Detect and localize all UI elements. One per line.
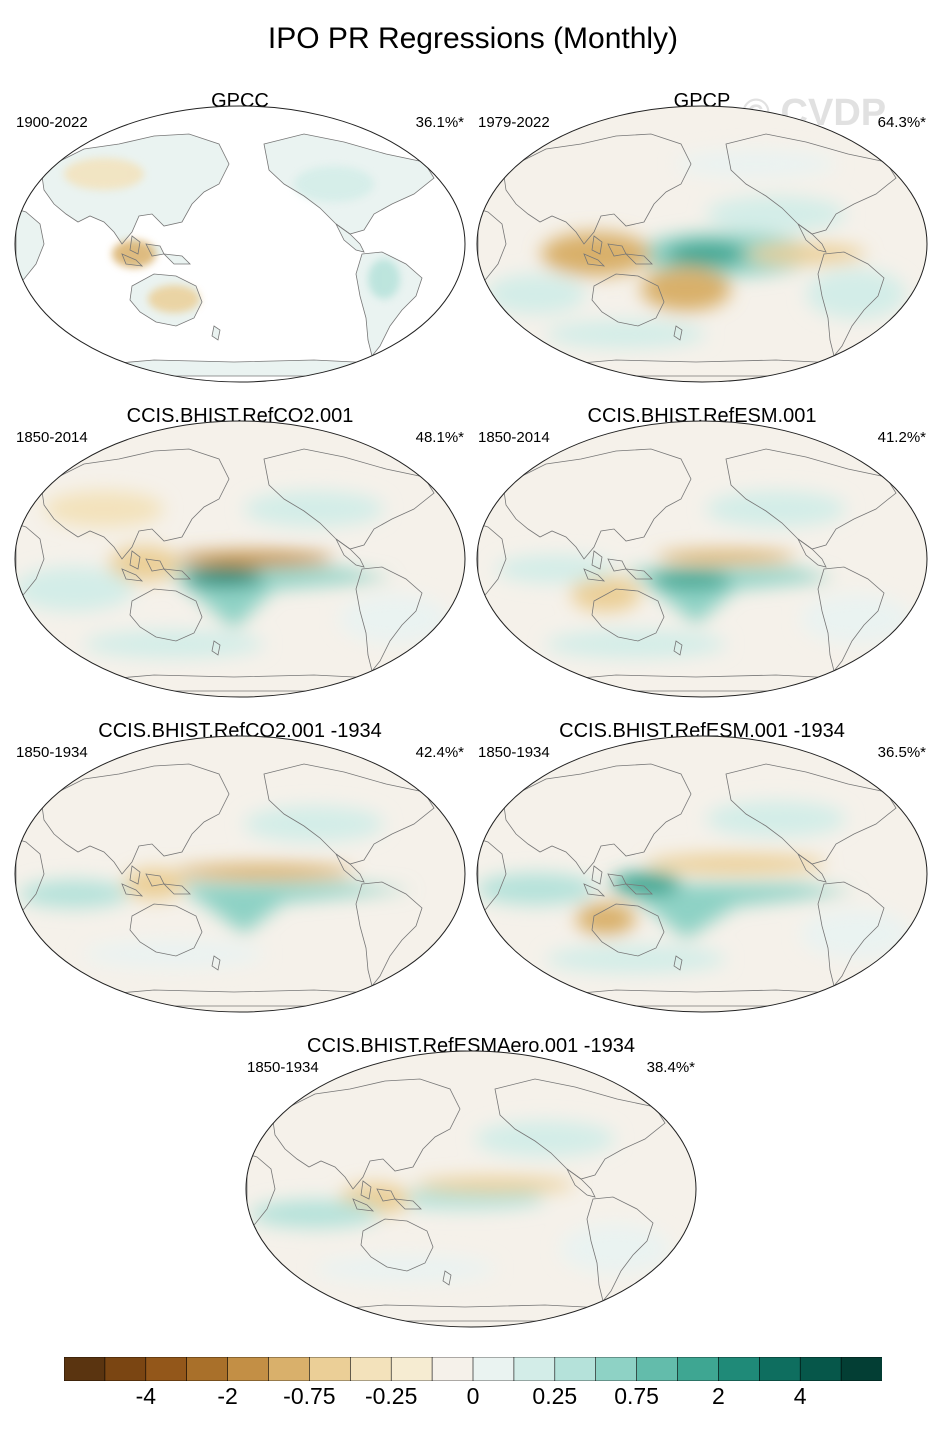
map-panel-refesmaero-1934: CCIS.BHIST.RefESMAero.001 -1934 1850-193… (245, 1035, 697, 1335)
panel-variance: 48.1%* (415, 429, 464, 446)
colorbar-swatch (718, 1357, 761, 1381)
colorbar-tick-label: -2 (217, 1383, 238, 1409)
panel-variance: 36.5%* (877, 744, 926, 761)
colorbar-swatch (64, 1357, 106, 1381)
colorbar (64, 1357, 882, 1381)
colorbar-tick-label: 4 (793, 1383, 807, 1409)
colorbar-swatch (431, 1357, 474, 1381)
colorbar-tick-label: -4 (135, 1383, 157, 1409)
panel-years: 1979-2022 (478, 114, 550, 131)
globe-map (245, 1050, 697, 1328)
colorbar-tick-label: 0.75 (614, 1383, 659, 1409)
panel-variance: 64.3%* (877, 114, 926, 131)
colorbar-swatch (186, 1357, 229, 1381)
figure-title: IPO PR Regressions (Monthly) (267, 22, 679, 55)
colorbar-swatch (349, 1357, 392, 1381)
panel-title: CCIS.BHIST.RefCO2.001 -1934 (98, 720, 382, 742)
colorbar-swatch (145, 1357, 188, 1381)
colorbar-swatch (840, 1357, 882, 1381)
globe-map (14, 105, 466, 383)
colorbar-swatch (758, 1357, 801, 1381)
colorbar-tick-label: 0 (466, 1383, 480, 1409)
globe-map (14, 735, 466, 1013)
colorbar-swatch (227, 1357, 270, 1381)
panel-variance: 38.4%* (646, 1059, 695, 1076)
colorbar-swatch (104, 1357, 147, 1381)
panel-years: 1850-2014 (16, 429, 88, 446)
colorbar-swatch (390, 1357, 433, 1381)
colorbar-swatch (636, 1357, 679, 1381)
map-panel-refco2-1934: CCIS.BHIST.RefCO2.001 -1934 1850-1934 42… (14, 720, 466, 1020)
colorbar-tick-label: -0.75 (283, 1383, 336, 1409)
colorbar-tick-label: 2 (711, 1383, 725, 1409)
panel-title: CCIS.BHIST.RefESM.001 -1934 (559, 720, 845, 742)
globe-map (14, 420, 466, 698)
panel-years: 1850-1934 (478, 744, 550, 761)
panel-years: 1850-1934 (16, 744, 88, 761)
colorbar-swatch (268, 1357, 311, 1381)
colorbar-swatch (513, 1357, 556, 1381)
panel-years: 1900-2022 (16, 114, 88, 131)
panel-variance: 41.2%* (877, 429, 926, 446)
map-panel-refesm: CCIS.BHIST.RefESM.001 1850-2014 41.2%* (476, 405, 928, 705)
colorbar-swatch (554, 1357, 597, 1381)
colorbar-swatch (309, 1357, 352, 1381)
colorbar-swatch (677, 1357, 720, 1381)
panel-variance: 36.1%* (415, 114, 464, 131)
globe-map (476, 420, 928, 698)
panel-title: CCIS.BHIST.RefESM.001 (587, 405, 817, 427)
map-panel-refesm-1934: CCIS.BHIST.RefESM.001 -1934 1850-1934 36… (476, 720, 928, 1020)
map-panel-refco2: CCIS.BHIST.RefCO2.001 1850-2014 48.1%* (14, 405, 466, 705)
colorbar-swatch (472, 1357, 515, 1381)
colorbar-swatch (595, 1357, 638, 1381)
map-panel-gpcp: GPCP 1979-2022 64.3%* (476, 90, 928, 390)
colorbar-labels: -4 -2 -0.75 -0.25 0 0.25 0.75 2 4 (0, 1383, 946, 1413)
panel-title: CCIS.BHIST.RefESMAero.001 -1934 (307, 1035, 635, 1057)
panel-title: CCIS.BHIST.RefCO2.001 (126, 405, 354, 427)
colorbar-swatch (799, 1357, 842, 1381)
panel-years: 1850-1934 (247, 1059, 319, 1076)
globe-map (476, 735, 928, 1013)
map-panel-gpcc: GPCC 1900-2022 36.1%* (14, 90, 466, 390)
panel-variance: 42.4%* (415, 744, 464, 761)
colorbar-tick-label: 0.25 (532, 1383, 578, 1409)
panel-years: 1850-2014 (478, 429, 550, 446)
colorbar-tick-label: -0.25 (364, 1383, 418, 1409)
globe-map (476, 105, 928, 383)
